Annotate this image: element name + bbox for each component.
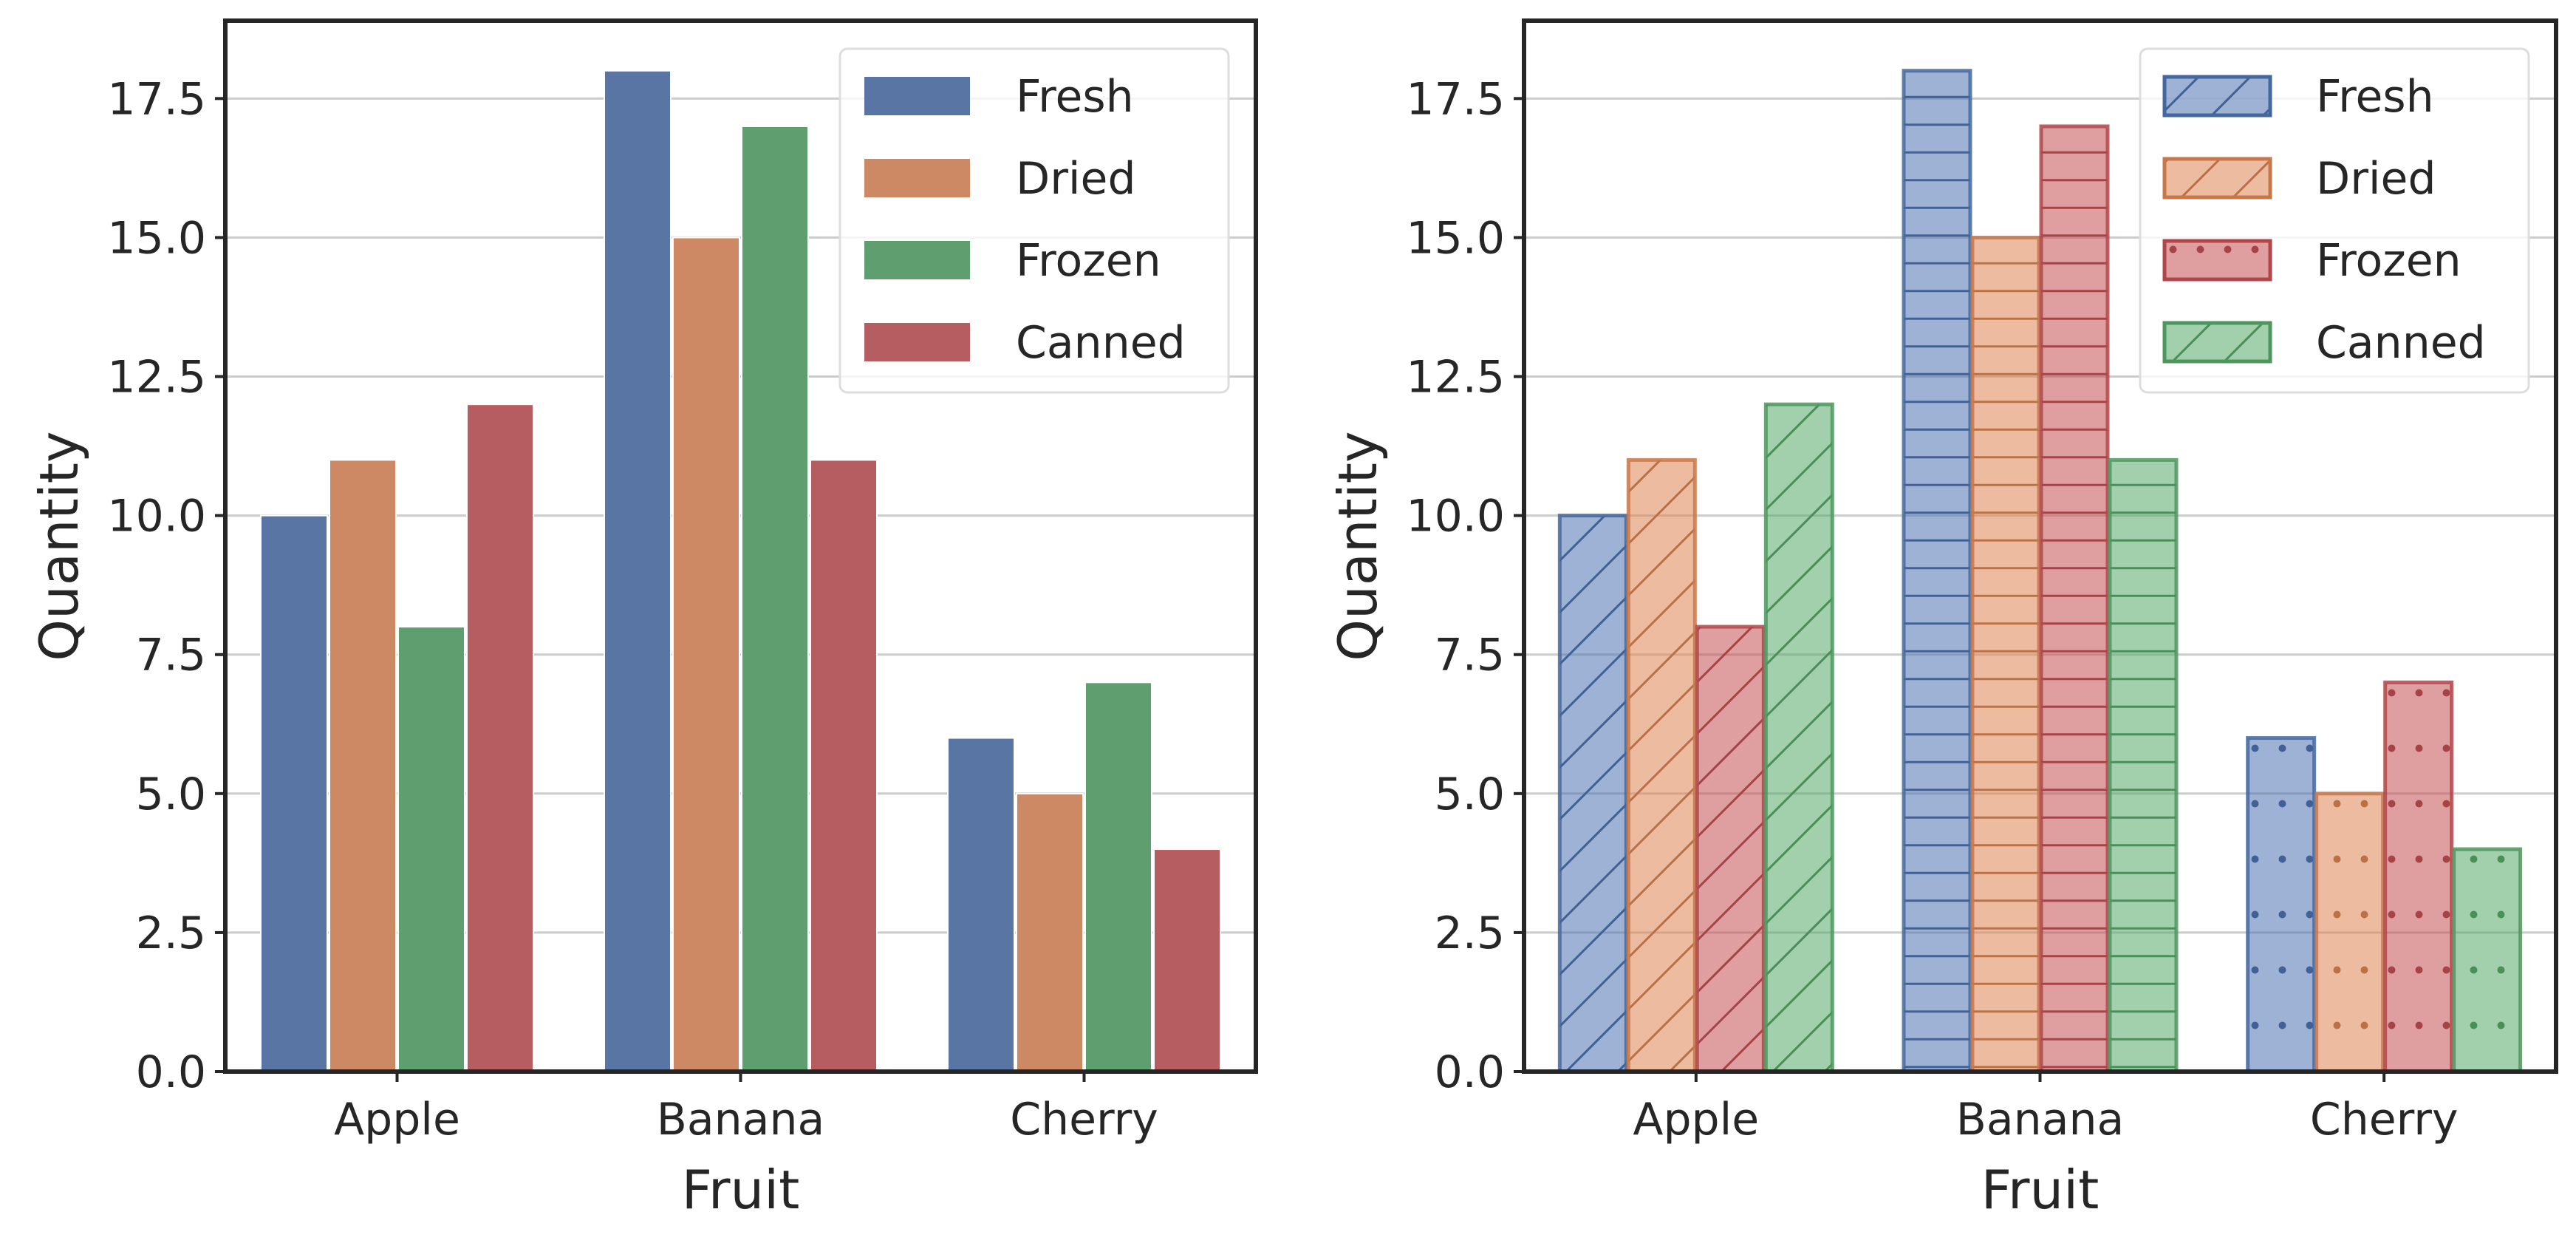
- legend-swatch-fresh: [864, 77, 970, 115]
- legend: Fresh Dried Frozen Canned: [838, 47, 1230, 394]
- bar-canned-banana: [2108, 457, 2179, 1074]
- legend-swatch-dried: [864, 159, 970, 197]
- bar-fresh-banana: [1902, 69, 1972, 1074]
- x-axis-label: Fruit: [682, 1159, 800, 1221]
- y-tick-label: 12.5: [1406, 352, 1505, 404]
- x-tick-label-banana: Banana: [1956, 1094, 2125, 1145]
- y-tick-label: 7.5: [136, 630, 206, 681]
- legend-box: [838, 47, 1230, 394]
- legend-label-fresh: Fresh: [2316, 71, 2434, 123]
- bar-frozen-banana: [2039, 124, 2110, 1074]
- bar-frozen-cherry: [2383, 680, 2454, 1074]
- y-tick-label: 17.5: [1406, 73, 1505, 125]
- bar-canned-cherry: [2452, 847, 2523, 1074]
- legend-label-frozen: Frozen: [2316, 235, 2461, 287]
- bar-dried-cherry: [2314, 791, 2385, 1074]
- x-tick-label-apple: Apple: [334, 1094, 460, 1145]
- y-tick-label: 15.0: [1406, 212, 1505, 264]
- x-tick-label-cherry: Cherry: [1010, 1094, 1158, 1145]
- bar-dried-cherry: [1016, 792, 1084, 1073]
- y-tick-label: 2.5: [136, 908, 206, 959]
- y-tick-label: 10.0: [1406, 491, 1505, 542]
- bar-dried-apple: [329, 459, 397, 1072]
- bar-frozen-apple: [1695, 624, 1766, 1074]
- legend: Fresh Dried Frozen Canned: [2139, 47, 2530, 394]
- legend-swatch-fresh: [2162, 75, 2272, 118]
- x-axis: Apple Banana Cherry: [1633, 1072, 2458, 1145]
- bar-dried-banana: [672, 236, 740, 1072]
- y-tick-label: 17.5: [107, 73, 206, 125]
- chart-right-hatched-bars: 0.0 2.5 5.0 7.5 10.0 12.5 15.0 17.5 Apple Banana C…: [1327, 18, 2558, 1221]
- legend-label-canned: Canned: [2316, 317, 2486, 369]
- bar-canned-apple: [466, 404, 534, 1072]
- bar-canned-cherry: [1153, 848, 1221, 1072]
- x-tick-label-apple: Apple: [1633, 1094, 1759, 1145]
- bar-canned-banana: [810, 459, 878, 1072]
- bar-frozen-apple: [397, 626, 465, 1072]
- bars: [1557, 69, 2523, 1074]
- y-tick-label: 7.5: [1435, 630, 1505, 681]
- bar-fresh-cherry: [2246, 736, 2317, 1074]
- legend-swatch-frozen: [2162, 239, 2272, 282]
- y-tick-label: 10.0: [107, 491, 206, 542]
- bar-dried-banana: [1970, 235, 2041, 1074]
- x-tick-label-cherry: Cherry: [2310, 1094, 2459, 1145]
- x-axis: Apple Banana Cherry: [334, 1072, 1158, 1145]
- bar-fresh-apple: [1557, 514, 1628, 1074]
- y-axis-label: Quantity: [28, 431, 90, 661]
- bar-frozen-cherry: [1084, 681, 1152, 1072]
- legend-swatch-frozen: [864, 241, 970, 279]
- y-tick-label: 0.0: [136, 1046, 206, 1098]
- y-tick-label: 15.0: [107, 212, 206, 264]
- bar-fresh-cherry: [947, 737, 1015, 1072]
- y-tick-label: 5.0: [1435, 769, 1505, 820]
- bar-canned-apple: [1763, 402, 1834, 1074]
- bar-frozen-banana: [741, 125, 809, 1072]
- legend-swatch-canned: [864, 323, 970, 361]
- legend-label-canned: Canned: [1016, 317, 1186, 369]
- legend-label-dried: Dried: [1016, 153, 1136, 205]
- y-tick-label: 2.5: [1435, 908, 1505, 959]
- legend-label-dried: Dried: [2316, 153, 2436, 205]
- legend-label-frozen: Frozen: [1016, 235, 1161, 287]
- y-axis: 0.0 2.5 5.0 7.5 10.0 12.5 15.0 17.5: [107, 73, 1256, 1098]
- legend-swatch-dried: [2162, 157, 2272, 200]
- legend-label-fresh: Fresh: [1016, 71, 1134, 123]
- y-tick-label: 0.0: [1435, 1046, 1505, 1098]
- x-axis-label: Fruit: [1981, 1159, 2100, 1221]
- legend-box: [2139, 47, 2530, 394]
- bar-fresh-apple: [260, 514, 328, 1072]
- x-tick-label-banana: Banana: [657, 1094, 825, 1145]
- y-tick-label: 5.0: [136, 769, 206, 820]
- y-axis-label: Quantity: [1327, 431, 1389, 661]
- bar-dried-apple: [1626, 457, 1697, 1074]
- y-tick-label: 12.5: [107, 352, 206, 404]
- chart-left-plain-bars: 0.0 2.5 5.0 7.5 10.0 12.5 15.0 17.5 Apple Banana C…: [28, 18, 1258, 1221]
- bar-fresh-banana: [604, 69, 672, 1073]
- legend-swatch-canned: [2162, 321, 2272, 364]
